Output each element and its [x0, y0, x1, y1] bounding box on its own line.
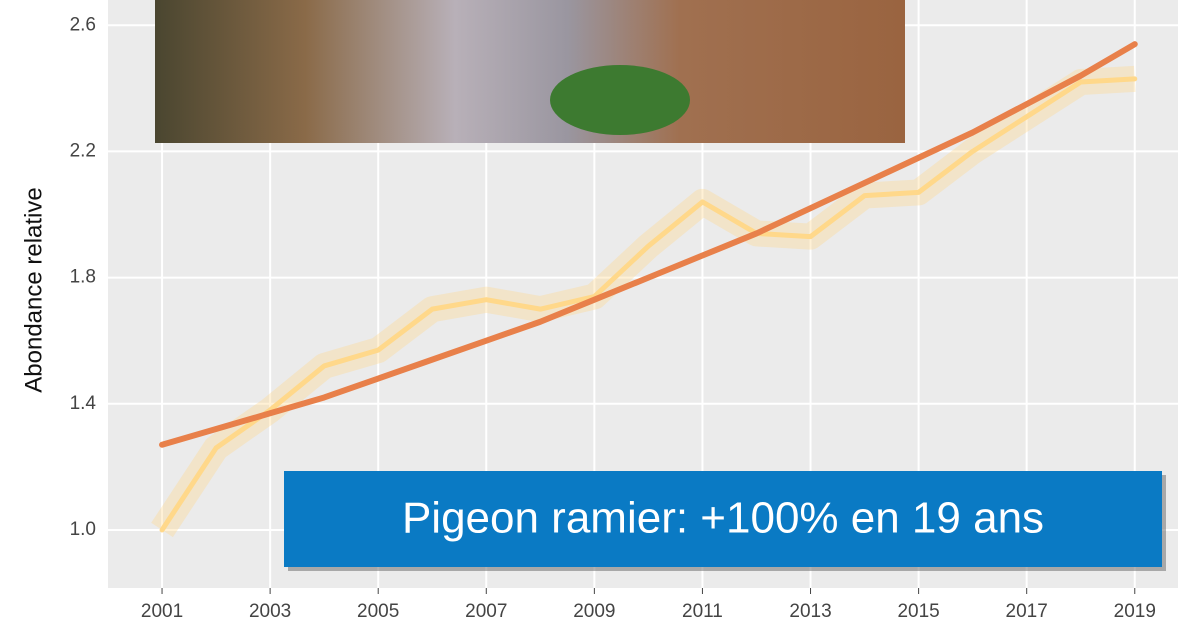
pigeon-photo [155, 0, 905, 143]
chart: Pigeon ramier: +100% en 19 ans Abondance… [0, 0, 1178, 628]
page: Pigeon ramier: +100% en 19 ans Abondance… [0, 0, 1178, 628]
y-tick-label: 2.6 [70, 14, 96, 35]
x-tick-label: 2019 [1114, 601, 1156, 622]
x-tick-label: 2005 [357, 601, 399, 622]
x-tick-label: 2003 [249, 601, 291, 622]
x-tick-label: 2009 [573, 601, 615, 622]
photo-leaf [550, 65, 690, 135]
y-tick-label: 1.4 [70, 393, 97, 414]
y-axis-label: Abondance relative [20, 187, 47, 392]
y-tick-label: 1.8 [70, 267, 96, 288]
x-tick-label: 2001 [141, 601, 183, 622]
y-tick-label: 2.2 [70, 140, 96, 161]
x-tick-label: 2007 [465, 601, 507, 622]
y-tick-label: 1.0 [70, 519, 96, 540]
x-tick-label: 2011 [682, 601, 723, 622]
x-tick-label: 2013 [789, 601, 831, 622]
annotation: Pigeon ramier: +100% en 19 ans [402, 494, 1044, 543]
x-tick-label: 2017 [1006, 601, 1048, 622]
x-tick-label: 2015 [897, 601, 939, 622]
